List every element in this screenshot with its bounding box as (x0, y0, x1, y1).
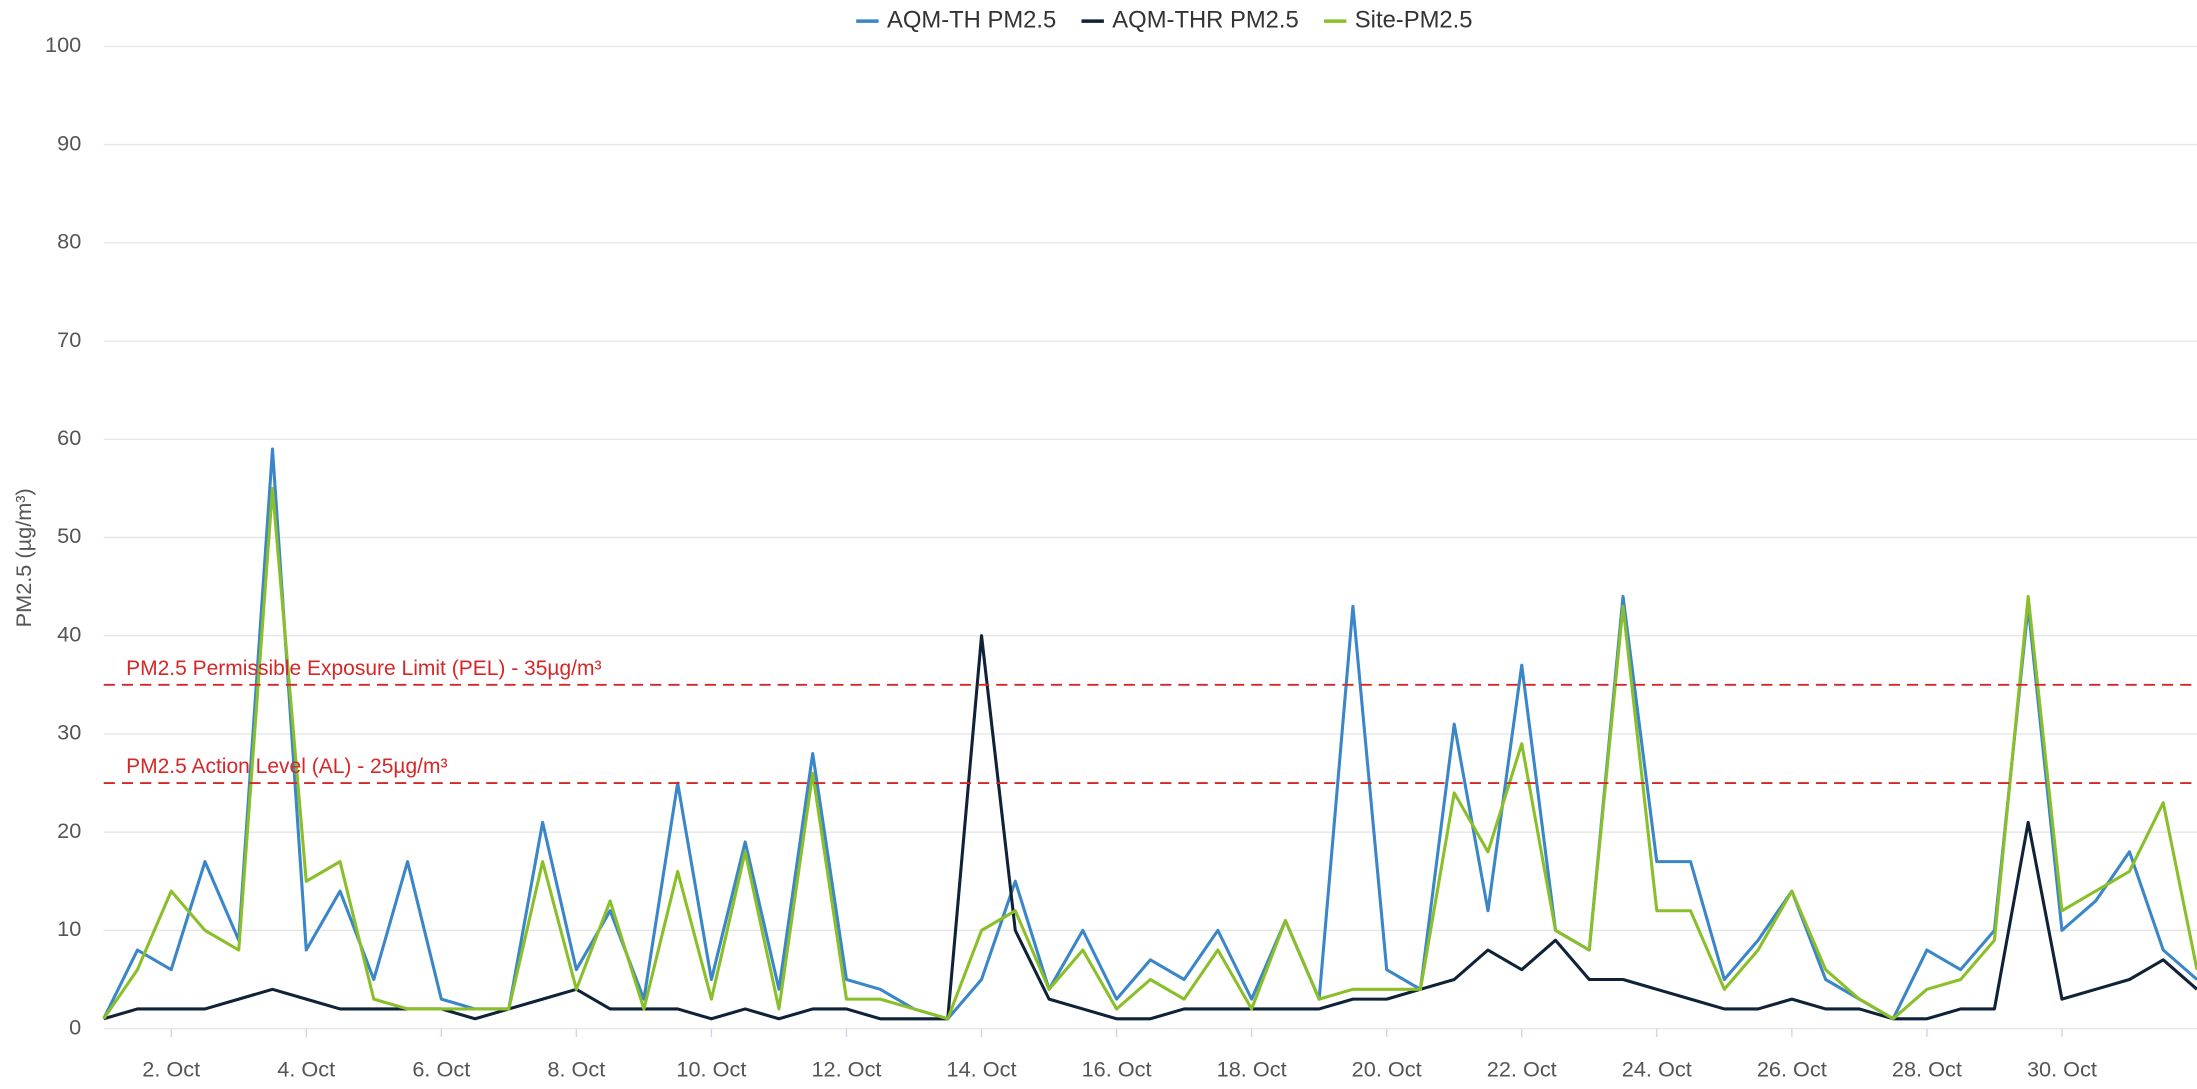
x-tick-label: 16. Oct (1082, 1056, 1152, 1081)
x-tick-label: 14. Oct (947, 1056, 1017, 1081)
series-line (102, 486, 2197, 1021)
x-tick-label: 22. Oct (1487, 1056, 1557, 1081)
y-tick-label: 0 (69, 1014, 81, 1039)
plot-line-label: PM2.5 Permissible Exposure Limit (PEL) -… (126, 657, 601, 680)
y-tick-label: 60 (57, 425, 81, 450)
legend-label: AQM-THR PM2.5 (1112, 6, 1298, 33)
legend-label: Site-PM2.5 (1355, 6, 1473, 33)
x-tick-label: 18. Oct (1217, 1056, 1287, 1081)
y-tick-label: 20 (57, 818, 81, 843)
x-tick-label: 30. Oct (2027, 1056, 2097, 1081)
y-tick-label: 100 (45, 32, 81, 57)
y-tick-label: 80 (57, 229, 81, 254)
series-line (102, 447, 2197, 1021)
x-tick-label: 12. Oct (811, 1056, 881, 1081)
x-tick-label: 6. Oct (412, 1056, 470, 1081)
y-tick-label: 40 (57, 621, 81, 646)
y-axis-title: PM2.5 (µg/m³) (11, 488, 36, 627)
x-tick-label: 28. Oct (1892, 1056, 1962, 1081)
x-tick-label: 4. Oct (277, 1056, 335, 1081)
y-tick-label: 50 (57, 523, 81, 548)
x-tick-label: 20. Oct (1352, 1056, 1422, 1081)
plot-line-label: PM2.5 Action Level (AL) - 25µg/m³ (126, 755, 447, 778)
x-tick-label: 2. Oct (142, 1056, 200, 1081)
y-tick-label: 70 (57, 327, 81, 352)
x-tick-label: 10. Oct (676, 1056, 746, 1081)
y-tick-label: 10 (57, 916, 81, 941)
x-tick-label: 24. Oct (1622, 1056, 1692, 1081)
y-tick-label: 30 (57, 720, 81, 745)
y-tick-label: 90 (57, 130, 81, 155)
series-line (103, 634, 2197, 1021)
x-tick-label: 26. Oct (1757, 1056, 1827, 1081)
x-tick-label: 8. Oct (547, 1056, 605, 1081)
legend-label: AQM-TH PM2.5 (887, 6, 1056, 33)
